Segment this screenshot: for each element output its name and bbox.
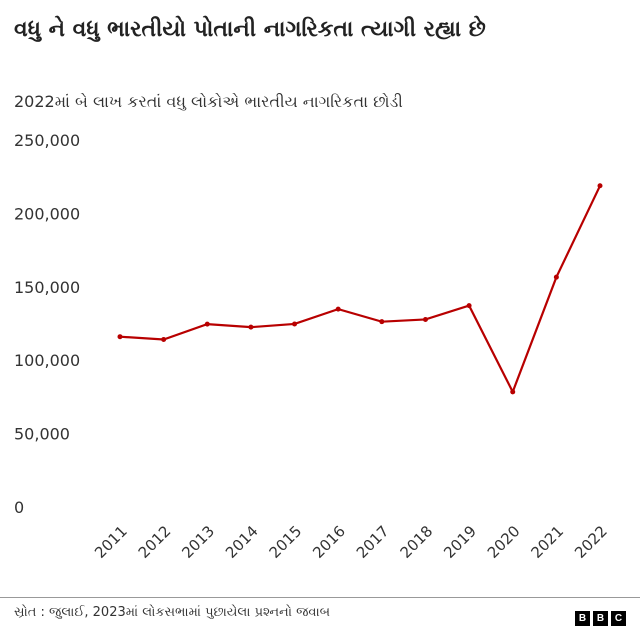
x-tick-label: 2013 [178,522,218,562]
x-tick-label: 2014 [222,522,262,562]
x-tick-label: 2016 [309,522,349,562]
data-point [161,336,167,342]
x-tick-label: 2015 [266,522,306,562]
chart-subtitle: 2022માં બે લાખ કરતાં વધુ લોકોએ ભારતીય ના… [14,92,403,111]
x-tick-label: 2022 [571,522,611,562]
data-point [597,183,603,189]
chart-title: વધુ ને વધુ ભારતીયો પોતાની નાગરિકતા ત્યાગ… [14,17,486,42]
data-point [204,321,210,327]
data-point [466,303,472,309]
series-line [119,185,601,395]
y-tick-label: 50,000 [14,425,70,444]
y-tick-label: 0 [14,498,24,517]
x-tick-label: 2017 [353,522,393,562]
data-point [248,324,254,330]
footer-divider [0,597,640,598]
x-tick-label: 2018 [397,522,437,562]
data-point [422,316,428,322]
x-tick-label: 2020 [484,522,524,562]
y-tick-label: 150,000 [14,278,80,297]
y-tick-label: 200,000 [14,204,80,223]
data-point [335,306,341,312]
source-note: સ્રોત : જુલાઈ, 2023માં લોકસભામાં પુછાયેલ… [14,605,331,620]
data-point [379,319,385,325]
x-tick-label: 2012 [135,522,175,562]
y-tick-label: 100,000 [14,351,80,370]
x-tick-label: 2021 [527,522,567,562]
x-tick-label: 2011 [91,522,131,562]
x-tick-label: 2019 [440,522,480,562]
data-point [117,334,123,340]
y-tick-label: 250,000 [14,131,80,150]
data-point [553,274,559,280]
data-point [510,389,516,395]
data-point [292,321,298,327]
